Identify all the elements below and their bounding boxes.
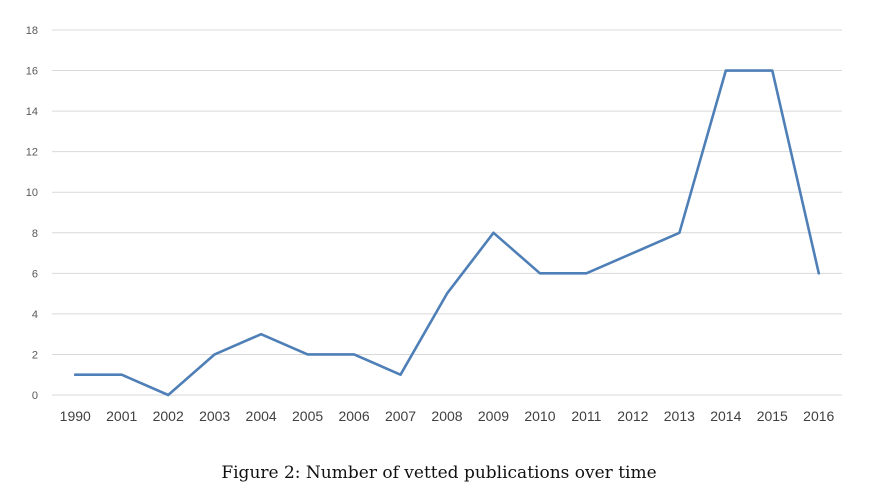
x-tick-label: 2008 [431,408,462,424]
x-tick-label: 2007 [385,408,416,424]
data-point [723,68,729,74]
series-group [72,68,822,398]
x-tick-label: 2009 [478,408,509,424]
y-tick-label: 6 [32,268,38,280]
x-tick-label: 2014 [710,408,741,424]
x-tick-label: 2001 [106,408,137,424]
data-point [490,230,496,236]
data-point [212,351,218,357]
x-tick-label: 2003 [199,408,230,424]
y-tick-label: 0 [32,390,38,402]
x-tick-label: 2012 [617,408,648,424]
y-tick-label: 12 [26,147,38,159]
y-tick-label: 2 [32,349,38,361]
data-point [351,351,357,357]
x-tick-label: 2013 [664,408,695,424]
x-tick-label: 2015 [757,408,788,424]
data-point [583,270,589,276]
x-tick-label: 2006 [338,408,369,424]
x-tick-label: 2011 [571,408,601,424]
x-tick-label: 2010 [524,408,555,424]
data-point [630,250,636,256]
x-axis-ticks: 1990 2001 2002 2003 2004 2005 2006 2007 2008 2009… [60,408,835,424]
data-point [305,351,311,357]
x-tick-label: 2016 [803,408,834,424]
data-point [676,230,682,236]
y-tick-label: 18 [26,25,38,37]
y-tick-label: 8 [32,228,38,240]
y-tick-label: 16 [26,66,38,78]
y-tick-label: 14 [26,106,38,118]
x-tick-label: 2004 [246,408,277,424]
y-tick-label: 10 [26,187,38,199]
x-tick-label: 2002 [153,408,184,424]
data-point [537,270,543,276]
y-tick-label: 4 [32,309,38,321]
data-point [444,291,450,297]
data-point [816,270,822,276]
data-point [398,372,404,378]
data-point [119,372,125,378]
gridlines [52,29,842,396]
data-point [165,392,171,398]
figure-caption: Figure 2: Number of vetted publications … [221,463,657,483]
data-point [72,372,78,378]
data-point [769,68,775,74]
data-point [258,331,264,337]
x-tick-label: 2005 [292,408,323,424]
x-tick-label: 1990 [60,408,91,424]
y-axis-ticks: 0 2 4 6 8 10 12 14 16 18 [26,25,38,402]
series-line [73,69,821,397]
